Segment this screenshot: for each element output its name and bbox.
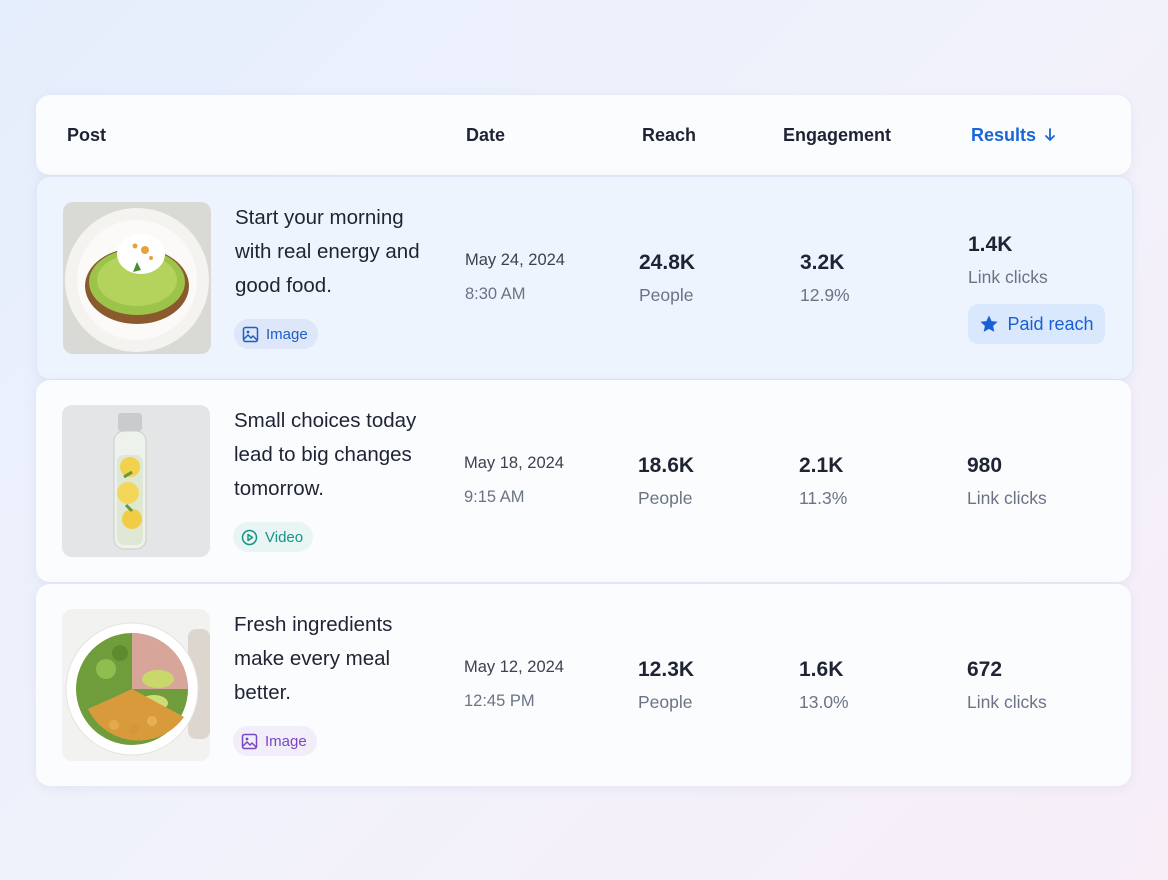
table-header: Post Date Reach Engagement Results [36, 95, 1131, 175]
sort-arrow-part [1045, 128, 1055, 141]
engagement-rate: 13.0% [799, 692, 849, 712]
media-tag-text: Image [265, 732, 307, 750]
sort-arrow [1045, 128, 1055, 141]
reach-value: 12.3K [638, 658, 695, 681]
post-image [63, 202, 211, 354]
column-header[interactable]: Engagement [783, 125, 892, 145]
results-value: 672 [967, 658, 1003, 681]
post-image-part [122, 509, 142, 529]
post-image-part [120, 457, 140, 477]
video-icon-part [247, 533, 254, 541]
post-date: May 24, 2024 [465, 251, 565, 269]
column-header-text: Results [971, 125, 1037, 145]
post-text: Fresh ingredients make every meal better… [234, 613, 393, 704]
post-date: May 12, 2024 [464, 658, 564, 676]
results-value: 1.4K [968, 233, 1013, 256]
post-time: 9:15 AM [464, 488, 525, 506]
engagement-value: 3.2K [800, 251, 845, 274]
image-icon-part [243, 333, 258, 341]
post-image-part [142, 670, 174, 688]
image-icon-part [241, 733, 258, 749]
image-icon [242, 326, 259, 342]
table-row[interactable]: Fresh ingredients make every meal better… [36, 584, 1131, 786]
paid-reach-badge: Paid reach [968, 304, 1105, 344]
post-time: 12:45 PM [464, 692, 535, 710]
image-icon-part [242, 326, 259, 342]
reach-value: 24.8K [639, 251, 696, 274]
post-image-part [117, 234, 165, 274]
image-icon-part [246, 330, 250, 333]
image-icon [241, 733, 258, 749]
reach-value: 18.6K [638, 454, 695, 477]
table-row[interactable]: Small choices today lead to big changes … [36, 380, 1131, 582]
post-image [62, 405, 210, 557]
media-tag: Image [233, 726, 317, 756]
post-time: 8:30 AM [465, 285, 526, 303]
reach-label: People [638, 692, 693, 712]
post-image-part [109, 720, 119, 730]
post-text: Small choices today lead to big changes … [234, 409, 417, 500]
media-tag-text: Image [266, 325, 308, 343]
post-image-part [141, 246, 149, 254]
table-row[interactable]: Start your morning with real energy and … [36, 176, 1133, 380]
engagement-value: 2.1K [799, 454, 844, 477]
engagement-rate: 12.9% [800, 285, 850, 305]
post-image-part [149, 256, 153, 260]
media-tag: Video [233, 522, 314, 552]
reach-label: People [639, 285, 694, 305]
star-icon [980, 315, 999, 332]
post-image-part [133, 262, 141, 272]
engagement-rate: 11.3% [799, 488, 848, 508]
post-image-part [147, 716, 157, 726]
star-icon-part [980, 315, 999, 332]
image-icon-part [245, 737, 249, 740]
media-tag: Image [234, 319, 318, 349]
post-image-part [118, 413, 142, 431]
post-image-part [123, 470, 134, 513]
column-header[interactable]: Post [67, 125, 107, 145]
results-label: Link clicks [968, 267, 1048, 287]
post-date: May 18, 2024 [464, 454, 564, 472]
post-image-part [117, 482, 139, 504]
image-icon-part [242, 740, 257, 748]
column-header[interactable]: Reach [642, 125, 697, 145]
reach-label: People [638, 488, 693, 508]
post-image-part [112, 645, 128, 661]
media-tag-text: Video [265, 528, 304, 546]
sorted-column-header[interactable]: Results [971, 95, 1056, 175]
video-icon-part [241, 529, 258, 545]
post-image-part [96, 659, 116, 679]
post-image [62, 609, 210, 761]
post-image-part [132, 243, 138, 249]
results-value: 980 [967, 454, 1003, 477]
engagement-value: 1.6K [799, 658, 844, 681]
column-header[interactable]: Date [466, 125, 506, 145]
post-thumbnail [62, 609, 210, 761]
results-label: Link clicks [967, 692, 1047, 712]
post-thumbnail [62, 405, 210, 557]
post-thumbnail [63, 202, 211, 354]
post-text: Start your morning with real energy and … [235, 206, 420, 297]
badge-text: Paid reach [1007, 313, 1094, 334]
results-label: Link clicks [967, 488, 1047, 508]
post-image-part [129, 724, 139, 734]
video-icon [241, 529, 258, 545]
